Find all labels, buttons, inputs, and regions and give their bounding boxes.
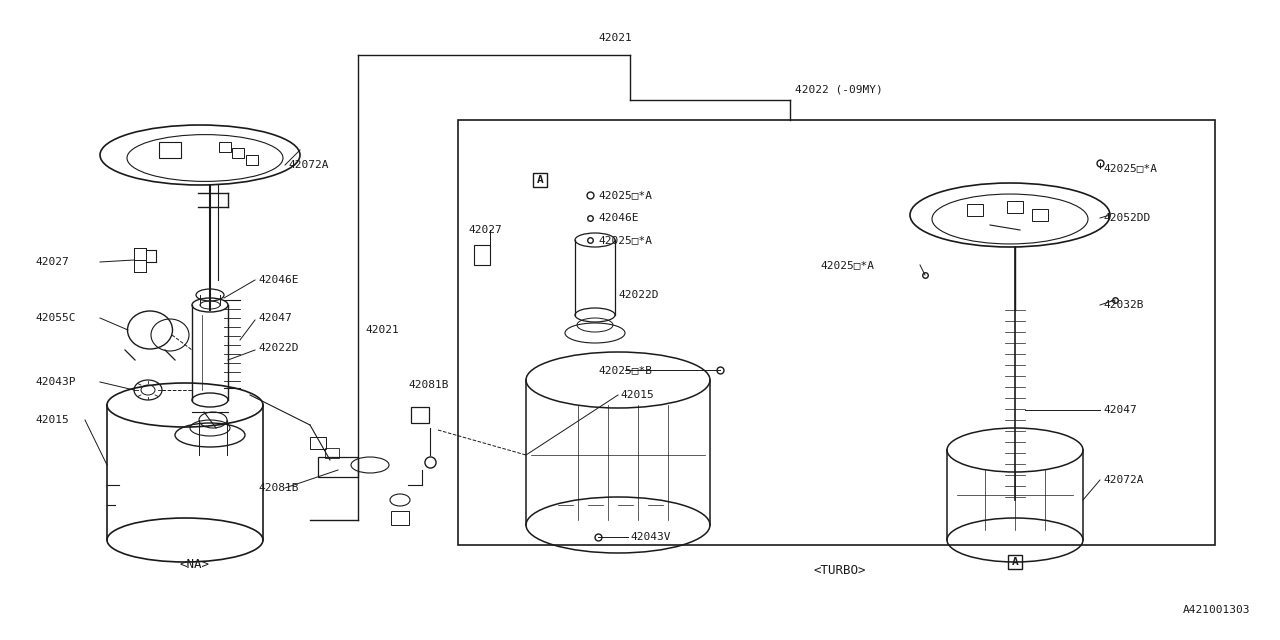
Text: 42055C: 42055C: [35, 313, 76, 323]
Bar: [411, 407, 429, 423]
Text: 42025□*A: 42025□*A: [598, 190, 652, 200]
Text: 42025□*A: 42025□*A: [598, 235, 652, 245]
Bar: [966, 204, 983, 216]
Text: <NA>: <NA>: [180, 559, 210, 572]
Bar: [159, 142, 180, 158]
Bar: [246, 155, 259, 165]
Bar: [232, 148, 244, 158]
Text: 42025□*A: 42025□*A: [1103, 163, 1157, 173]
Bar: [1007, 201, 1023, 213]
Text: A: A: [1011, 557, 1019, 567]
Bar: [219, 142, 230, 152]
Bar: [474, 245, 490, 265]
Text: <TURBO>: <TURBO>: [814, 563, 867, 577]
Bar: [310, 437, 326, 449]
Bar: [1032, 209, 1048, 221]
Text: 42046E: 42046E: [259, 275, 298, 285]
Text: 42022D: 42022D: [618, 290, 658, 300]
Text: 42043P: 42043P: [35, 377, 76, 387]
Text: 42025□*B: 42025□*B: [598, 365, 652, 375]
Text: 42022D: 42022D: [259, 343, 298, 353]
Text: 42047: 42047: [259, 313, 292, 323]
Text: 42022 (-09MY): 42022 (-09MY): [795, 85, 883, 95]
Text: 42047: 42047: [1103, 405, 1137, 415]
Text: 42072A: 42072A: [1103, 475, 1143, 485]
Text: A: A: [536, 175, 544, 185]
Text: 42081B: 42081B: [259, 483, 298, 493]
Text: 42021: 42021: [598, 33, 632, 43]
Text: 42021: 42021: [365, 325, 399, 335]
Text: 42052DD: 42052DD: [1103, 213, 1151, 223]
Text: 42015: 42015: [620, 390, 654, 400]
Bar: [458, 120, 1215, 545]
Text: 42081B: 42081B: [408, 380, 448, 390]
Text: 42015: 42015: [35, 415, 69, 425]
Text: 42072A: 42072A: [288, 160, 329, 170]
Bar: [532, 173, 547, 187]
Text: 42046E: 42046E: [598, 213, 639, 223]
Bar: [325, 448, 339, 458]
Bar: [1009, 555, 1021, 569]
Text: 42043V: 42043V: [630, 532, 671, 542]
Text: 42025□*A: 42025□*A: [820, 260, 874, 270]
Bar: [317, 457, 358, 477]
Text: 42032B: 42032B: [1103, 300, 1143, 310]
Text: A421001303: A421001303: [1183, 605, 1251, 615]
Text: 42027: 42027: [468, 225, 502, 235]
Bar: [390, 511, 410, 525]
Text: 42027: 42027: [35, 257, 69, 267]
